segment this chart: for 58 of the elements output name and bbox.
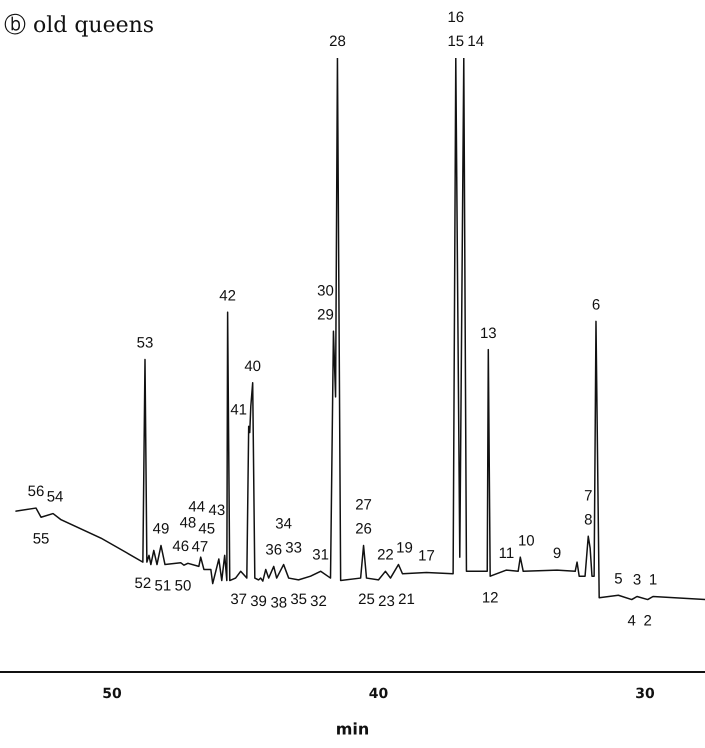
annotation: 11 (498, 545, 514, 562)
annotation: 16 (447, 9, 464, 26)
annotation: 54 (46, 488, 64, 506)
annotation: 46 (172, 538, 190, 555)
annotation: 10 (518, 532, 535, 550)
annotation: 41 (230, 402, 248, 419)
annotation: 37 (230, 591, 248, 608)
annotation: 5 (614, 570, 623, 588)
annotation: 6 (592, 296, 600, 314)
annotation: 52 (134, 575, 152, 592)
annotation: 56 (28, 483, 44, 500)
annotation: 21 (398, 591, 415, 608)
annotation: 1 (648, 572, 658, 589)
annotation: 3 (632, 572, 642, 589)
x-tick-label: 30 (635, 686, 656, 702)
annotation: 53 (136, 334, 154, 352)
annotation: 25 (358, 591, 375, 608)
annotation: 9 (552, 545, 562, 562)
annotation: 32 (310, 593, 327, 610)
annotation: 27 (355, 496, 372, 514)
annotation: 17 (418, 548, 435, 565)
chart-title: ⓑ old queens (4, 12, 154, 40)
annotation: 14 (467, 33, 484, 50)
annotation: 19 (396, 540, 413, 557)
x-tick-label: 50 (102, 686, 122, 702)
annotation: 55 (32, 530, 50, 548)
annotation: 13 (480, 324, 497, 342)
annotation: 35 (290, 591, 308, 608)
annotation: 2 (644, 612, 652, 630)
x-tick-label: 40 (368, 686, 388, 702)
annotation: 30 (317, 282, 334, 300)
annotation: 4 (628, 612, 636, 630)
annotation: 7 (584, 487, 592, 504)
annotation: 44 (188, 498, 206, 516)
annotation: 23 (378, 593, 395, 610)
annotation: 49 (152, 520, 170, 538)
annotation: 47 (192, 538, 208, 556)
annotation: 39 (250, 593, 267, 610)
annotation: 50 (174, 578, 192, 595)
annotation: 29 (317, 306, 334, 324)
annotation: 15 (447, 33, 464, 50)
annotation: 12 (482, 589, 499, 606)
annotation: 38 (270, 594, 288, 612)
annotation: 42 (219, 287, 236, 304)
annotation: 33 (285, 540, 302, 557)
annotation: 8 (584, 511, 592, 528)
annotation: 48 (180, 514, 196, 532)
annotation: 45 (198, 520, 216, 538)
annotation: 26 (355, 520, 372, 538)
annotation: 28 (329, 33, 346, 50)
x-axis-title: min (336, 720, 370, 739)
annotation: 31 (312, 546, 329, 564)
annotation: 36 (265, 542, 282, 559)
annotation: 34 (275, 516, 292, 533)
annotation: 22 (377, 546, 394, 564)
annotation: 51 (154, 578, 172, 595)
annotation: 40 (244, 358, 262, 375)
annotation: 43 (208, 502, 226, 520)
